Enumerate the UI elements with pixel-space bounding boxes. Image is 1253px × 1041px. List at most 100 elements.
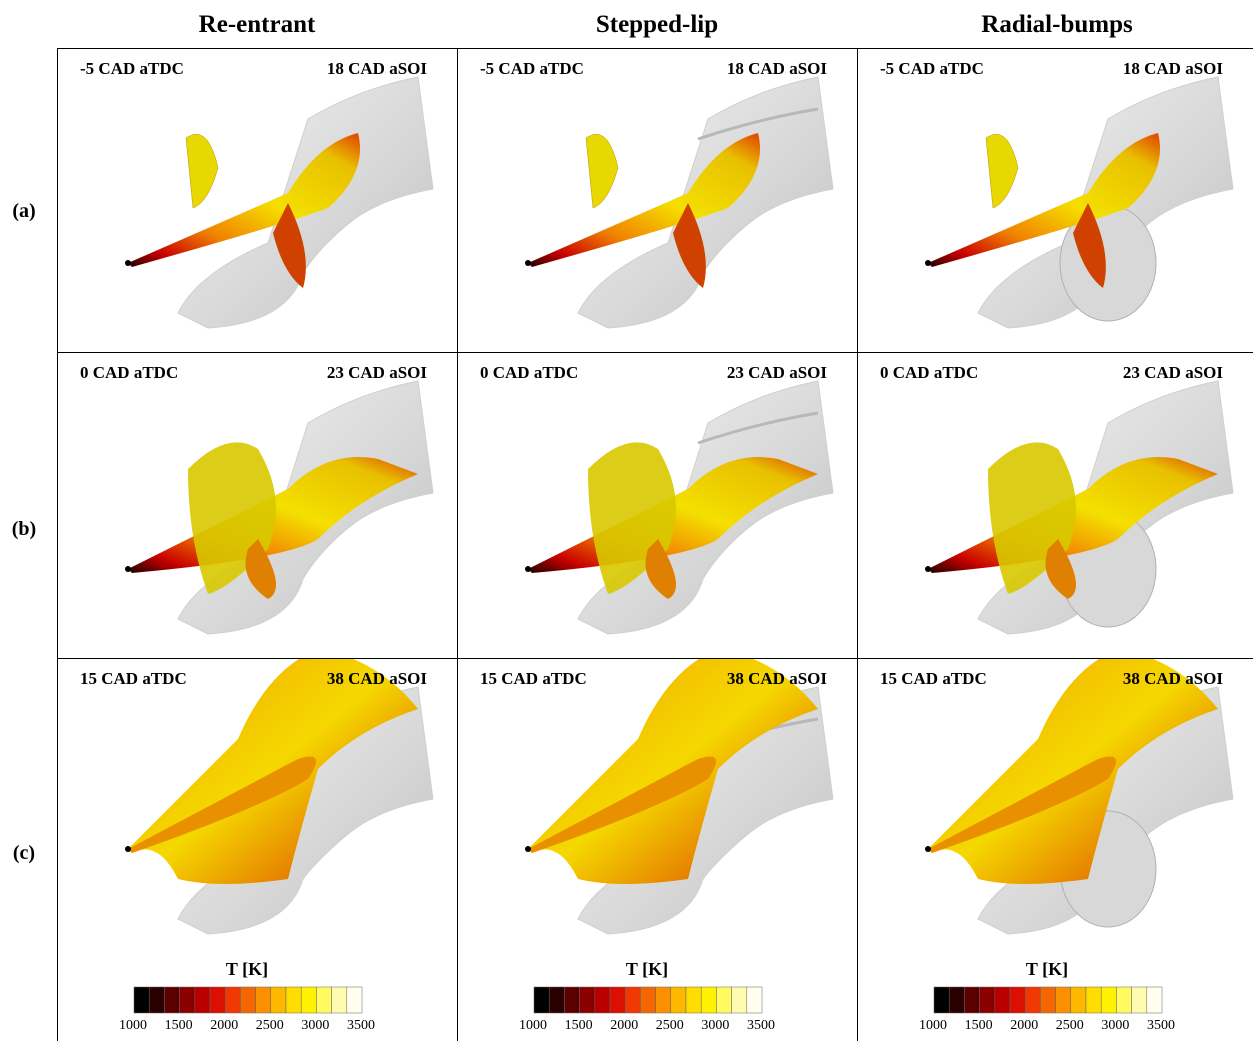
colorbar-tick-label: 1000 — [119, 1018, 147, 1033]
colorbar-tick-label: 3000 — [1101, 1018, 1130, 1033]
colorbar-swatch — [979, 986, 996, 1014]
colorbar-swatch — [133, 986, 150, 1014]
colorbar-tick-label: 2500 — [255, 1018, 284, 1033]
panel-re-entrant-c: 15 CAD aTDC 38 CAD aSOI T [K] 1000 1500 2000 2… — [57, 658, 457, 1041]
colorbar-swatch — [194, 986, 211, 1014]
colorbar-swatch — [746, 986, 763, 1014]
colorbar-tick-label: 2500 — [655, 1018, 684, 1033]
timing-asoi-label: 38 CAD aSOI — [326, 669, 427, 688]
flame-isosurface-render — [525, 659, 834, 935]
colorbar-swatch — [933, 986, 950, 1014]
colorbar-swatch — [148, 986, 165, 1014]
timing-atdc-label: -5 CAD aTDC — [880, 59, 984, 78]
panel-header: 0 CAD aTDC 23 CAD aSOI — [880, 363, 1223, 385]
flame-isosurface-render — [925, 380, 1234, 635]
timing-atdc-label: -5 CAD aTDC — [480, 59, 584, 78]
row-label-c: (c) — [12, 842, 36, 864]
colorbar-title: T [K] — [1025, 959, 1069, 979]
colorbar-swatch — [640, 986, 656, 1014]
colorbar-swatch — [700, 986, 717, 1014]
colorbar-tick-label: 2000 — [1010, 1018, 1039, 1033]
colorbar-gradient — [133, 986, 363, 1014]
panel-stepped-lip-a: -5 CAD aTDC 18 CAD aSOI — [457, 48, 857, 352]
colorbar-swatch — [1085, 986, 1102, 1014]
colorbar-swatch — [964, 986, 980, 1014]
timing-atdc-label: 15 CAD aTDC — [880, 669, 987, 688]
timing-atdc-label: 15 CAD aTDC — [80, 669, 187, 688]
colorbar-swatch — [716, 986, 732, 1014]
colorbar-tick-label: 2000 — [210, 1018, 239, 1033]
column-title-stepped-lip: Stepped-lip — [595, 11, 719, 38]
flame-isosurface-render — [925, 76, 1234, 329]
colorbar-swatch — [1040, 986, 1056, 1014]
timing-asoi-label: 18 CAD aSOI — [726, 59, 827, 78]
panel-re-entrant-b: 0 CAD aTDC 23 CAD aSOI — [57, 352, 457, 658]
timing-asoi-label: 38 CAD aSOI — [1122, 669, 1223, 688]
temperature-colorbar: T [K] 1000 1500 2000 2500 3000 3500 — [458, 659, 857, 1041]
timing-atdc-label: 0 CAD aTDC — [880, 363, 979, 382]
panel-header: -5 CAD aTDC 18 CAD aSOI — [80, 59, 427, 81]
flame-isosurface-render — [925, 659, 1234, 935]
colorbar-swatch — [209, 986, 226, 1014]
colorbar-swatch — [270, 986, 287, 1014]
panel-header: 15 CAD aTDC 38 CAD aSOI — [80, 669, 427, 691]
panel-header: 15 CAD aTDC 38 CAD aSOI — [480, 669, 827, 691]
colorbar-tick-label: 3500 — [347, 1018, 375, 1033]
panel-header: -5 CAD aTDC 18 CAD aSOI — [880, 59, 1223, 81]
colorbar-swatch — [685, 986, 702, 1014]
colorbar-title: T [K] — [225, 959, 269, 979]
colorbar-swatch — [948, 986, 965, 1014]
colorbar-swatch — [1024, 986, 1041, 1014]
simulation-panel-grid: -5 CAD aTDC 18 CAD aSOI -5 CAD aTDC 18 CAD … — [57, 48, 1253, 1041]
flame-isosurface-render — [125, 380, 434, 635]
timing-atdc-label: 15 CAD aTDC — [480, 669, 587, 688]
colorbar-swatch — [670, 986, 687, 1014]
colorbar-tick-label: 1000 — [519, 1018, 547, 1033]
colorbar-swatch — [300, 986, 317, 1014]
colorbar-swatch — [240, 986, 256, 1014]
colorbar-swatch — [1100, 986, 1117, 1014]
timing-asoi-label: 23 CAD aSOI — [1122, 363, 1223, 382]
panel-stepped-lip-c: 15 CAD aTDC 38 CAD aSOI T [K] 1000 1500 2000 2… — [457, 658, 857, 1041]
timing-asoi-label: 18 CAD aSOI — [1122, 59, 1223, 78]
colorbar-swatch — [731, 986, 748, 1014]
colorbar-swatch — [179, 986, 196, 1014]
timing-atdc-label: 0 CAD aTDC — [480, 363, 579, 382]
colorbar-title: T [K] — [625, 959, 669, 979]
colorbar-swatch — [285, 986, 302, 1014]
panel-header: 15 CAD aTDC 38 CAD aSOI — [880, 669, 1223, 691]
panel-header: -5 CAD aTDC 18 CAD aSOI — [480, 59, 827, 81]
column-title-re-entrant: Re-entrant — [198, 11, 316, 38]
colorbar-tick-label: 1500 — [564, 1018, 593, 1033]
colorbar-swatch — [548, 986, 565, 1014]
colorbar-swatch — [533, 986, 550, 1014]
panel-radial-bumps-b: 0 CAD aTDC 23 CAD aSOI — [857, 352, 1253, 658]
panel-re-entrant-a: -5 CAD aTDC 18 CAD aSOI — [57, 48, 457, 352]
timing-atdc-label: 0 CAD aTDC — [80, 363, 179, 382]
colorbar-swatch — [1131, 986, 1148, 1014]
colorbar-gradient — [533, 986, 763, 1014]
colorbar-ticks: 1000 1500 2000 2500 3000 3500 — [519, 1018, 775, 1036]
flame-isosurface-render — [525, 76, 834, 329]
colorbar-swatch — [316, 986, 332, 1014]
timing-asoi-label: 38 CAD aSOI — [726, 669, 827, 688]
panel-header: 0 CAD aTDC 23 CAD aSOI — [80, 363, 427, 385]
panel-stepped-lip-b: 0 CAD aTDC 23 CAD aSOI — [457, 352, 857, 658]
timing-asoi-label: 23 CAD aSOI — [326, 363, 427, 382]
timing-atdc-label: -5 CAD aTDC — [80, 59, 184, 78]
colorbar-tick-label: 2500 — [1055, 1018, 1084, 1033]
column-title-radial-bumps: Radial-bumps — [981, 11, 1133, 38]
colorbar-swatch — [655, 986, 672, 1014]
timing-asoi-label: 23 CAD aSOI — [726, 363, 827, 382]
colorbar-swatch — [1055, 986, 1072, 1014]
colorbar-swatch — [564, 986, 580, 1014]
colorbar-ticks: 1000 1500 2000 2500 3000 3500 — [919, 1018, 1175, 1036]
colorbar-tick-label: 3500 — [747, 1018, 775, 1033]
colorbar-swatch — [1116, 986, 1132, 1014]
temperature-colorbar: T [K] 1000 1500 2000 2500 3000 3500 — [858, 659, 1253, 1041]
colorbar-swatch — [609, 986, 626, 1014]
colorbar-swatch — [594, 986, 611, 1014]
row-label-a: (a) — [12, 200, 36, 222]
panel-radial-bumps-a: -5 CAD aTDC 18 CAD aSOI — [857, 48, 1253, 352]
flame-isosurface-render — [125, 659, 434, 935]
